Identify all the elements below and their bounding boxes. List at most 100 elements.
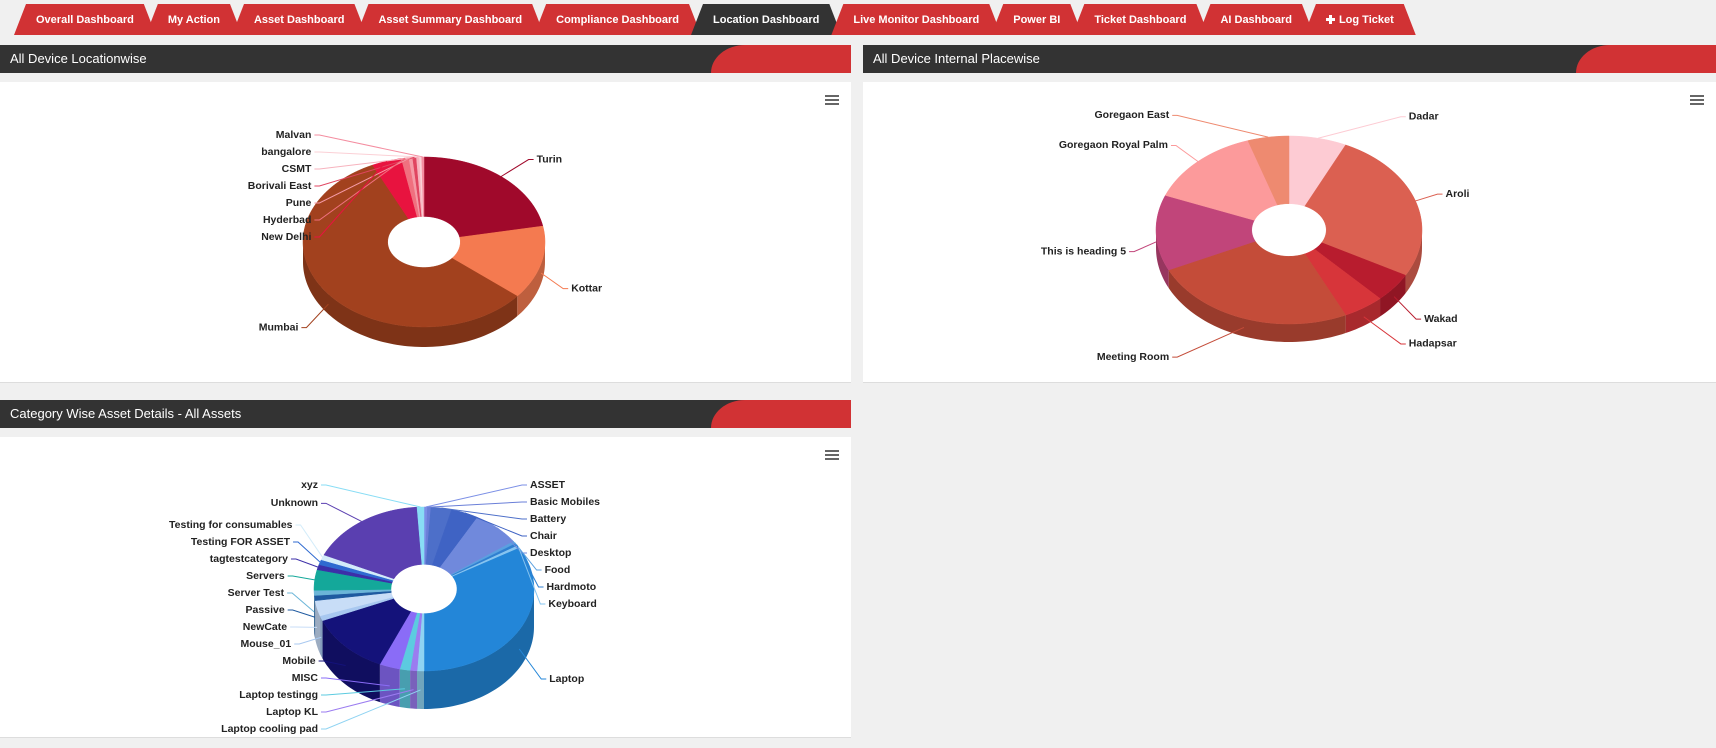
pie-slice-side — [417, 670, 424, 709]
data-label: Battery — [530, 513, 566, 525]
data-label: Unknown — [271, 497, 318, 509]
panel-title: All Device Locationwise — [10, 51, 147, 66]
label-connector — [321, 502, 362, 522]
nav-tab[interactable]: Live Monitor Dashboard — [831, 4, 1001, 35]
pie-slice — [1247, 135, 1290, 206]
data-label: This is heading 5 — [1041, 245, 1126, 257]
label-connector — [314, 157, 406, 221]
label-connector — [540, 272, 569, 290]
pie-slice-side — [517, 242, 545, 317]
pie-slice-side — [1168, 270, 1346, 342]
label-connector — [321, 689, 421, 730]
nav-tab[interactable]: Log Ticket — [1304, 4, 1416, 35]
pie-tops — [1155, 135, 1423, 325]
label-connector — [294, 636, 322, 645]
nav-tab[interactable]: Asset Dashboard — [232, 4, 366, 35]
nav-tab[interactable]: Power BI — [991, 4, 1082, 35]
label-connector — [1172, 114, 1269, 138]
label-connector — [514, 542, 542, 571]
label-connector — [464, 512, 527, 537]
label-connector — [318, 660, 346, 667]
data-label: Testing for consumables — [169, 519, 293, 531]
panel-header: All Device Locationwise — [0, 45, 851, 73]
data-label: Pune — [286, 197, 312, 209]
data-label: Borivali East — [248, 180, 312, 192]
data-label: New Delhi — [261, 231, 311, 243]
tab-label: Location Dashboard — [713, 13, 820, 26]
label-connector — [425, 484, 527, 508]
label-connector — [314, 151, 421, 158]
data-label: Mumbai — [259, 321, 299, 333]
label-connector — [314, 156, 418, 170]
pie-sides — [303, 242, 545, 347]
chart: Turin Kottar Malvan bangalore CSMT Borivali E… — [248, 129, 602, 347]
tab-label: My Action — [167, 13, 220, 26]
plus-icon — [1326, 15, 1335, 24]
data-label: Turin — [537, 153, 562, 165]
data-label: Testing FOR ASSET — [191, 536, 291, 548]
nav-tab[interactable]: Location Dashboard — [691, 4, 841, 35]
nav-tab[interactable]: My Action — [146, 4, 242, 35]
data-label: Chair — [530, 530, 557, 542]
tab-label: Ticket Dashboard — [1094, 13, 1187, 26]
pie-labels: Turin Kottar Malvan bangalore CSMT Borivali E… — [248, 129, 602, 334]
label-connector — [321, 688, 405, 696]
data-label: Laptop KL — [266, 706, 318, 718]
data-label: Desktop — [530, 547, 571, 559]
label-connector — [516, 544, 544, 588]
chart-menu[interactable] — [825, 94, 839, 106]
label-connector — [290, 558, 319, 568]
pie-slice — [423, 156, 544, 238]
pie-slice-side — [320, 615, 323, 659]
pie-slice-side — [315, 600, 321, 654]
panel: All Device Internal Placewise Dadar Aroli… — [863, 45, 1716, 383]
label-connector — [517, 546, 546, 605]
data-label: ASSET — [530, 479, 566, 491]
nav-tab[interactable]: AI Dashboard — [1198, 4, 1314, 35]
tab-label: Overall Dashboard — [36, 13, 134, 26]
nav-tab[interactable]: Ticket Dashboard — [1072, 4, 1208, 35]
header-accent — [1576, 45, 1716, 73]
label-connector — [1363, 316, 1406, 345]
chart-menu[interactable] — [825, 449, 839, 461]
nav-tab[interactable]: Compliance Dashboard — [534, 4, 701, 35]
header-accent — [711, 45, 851, 73]
data-label: Aroli — [1445, 188, 1469, 200]
tab-label: Asset Dashboard — [253, 13, 345, 26]
data-label: MISC — [292, 672, 319, 684]
label-connector — [321, 677, 390, 687]
data-label: Goregaon East — [1095, 109, 1170, 121]
label-connector — [321, 689, 414, 713]
data-label: xyz — [301, 479, 318, 491]
data-label: tagtestcategory — [210, 553, 288, 565]
data-label: Laptop cooling pad — [221, 723, 318, 735]
data-label: NewCate — [243, 621, 288, 633]
data-label: CSMT — [282, 163, 312, 175]
data-label: Malvan — [276, 129, 312, 141]
pie-labels: ASSET Basic Mobiles Battery Chair Desktop Foo… — [169, 479, 600, 735]
panel-body: ASSET Basic Mobiles Battery Chair Desktop Foo… — [0, 437, 851, 738]
pie-slice-side — [1345, 298, 1381, 334]
pie-tops — [313, 506, 535, 672]
data-label: Laptop testingg — [239, 689, 318, 701]
pie-slice-side — [322, 620, 380, 703]
nav-tab[interactable]: Asset Summary Dashboard — [356, 4, 544, 35]
panel: All Device Locationwise Turin Kottar Malva… — [0, 45, 851, 383]
label-connector — [496, 527, 527, 554]
nav-tab[interactable]: Overall Dashboard — [14, 4, 156, 35]
data-label: bangalore — [261, 146, 311, 158]
tab-label: Compliance Dashboard — [556, 13, 679, 26]
label-connector — [301, 303, 329, 329]
label-connector — [1415, 193, 1443, 202]
label-connector — [321, 484, 421, 508]
label-connector — [1393, 296, 1422, 320]
tab-label: Log Ticket — [1338, 13, 1394, 26]
header-accent — [711, 400, 851, 428]
label-connector — [518, 648, 547, 680]
pie-slice-side — [410, 670, 418, 709]
panel: Category Wise Asset Details - All Assets… — [0, 400, 851, 738]
chart-menu[interactable] — [1690, 94, 1704, 106]
pie-slice-side — [314, 595, 316, 639]
label-connector — [314, 160, 387, 238]
